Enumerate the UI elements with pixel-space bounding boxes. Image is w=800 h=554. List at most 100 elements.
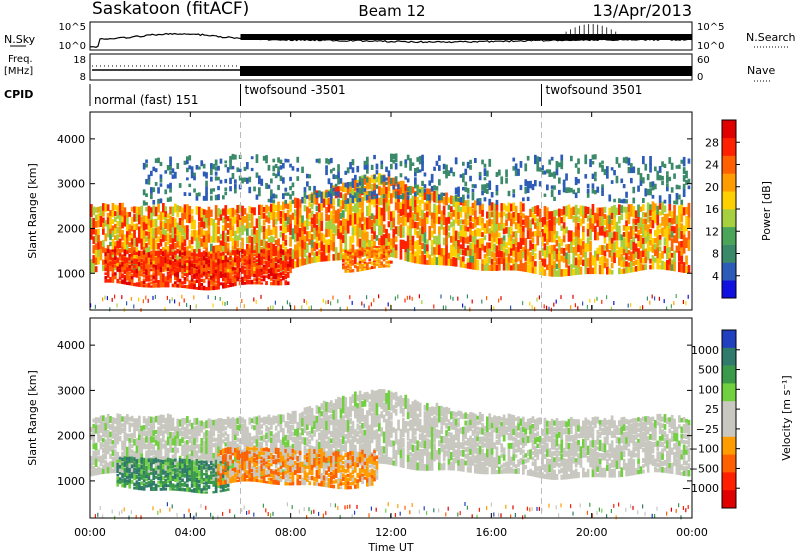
heatmap-cell <box>274 218 278 225</box>
heatmap-cell <box>222 448 225 454</box>
heatmap-cell <box>166 237 170 245</box>
heatmap-cell <box>236 240 240 248</box>
heatmap-cell <box>351 247 355 252</box>
heatmap-cell <box>574 192 578 199</box>
heatmap-cell <box>284 452 288 457</box>
heatmap-cell <box>253 245 256 254</box>
heatmap-cell <box>188 260 192 266</box>
heatmap-cell <box>111 420 115 428</box>
heatmap-cell <box>106 413 110 423</box>
heatmap-cell <box>142 200 146 206</box>
heatmap-cell <box>231 277 235 283</box>
heatmap-cell <box>116 260 120 271</box>
heatmap-cell <box>169 468 172 472</box>
heatmap-cell <box>272 236 276 243</box>
heatmap-cell <box>193 172 196 177</box>
heatmap-cell <box>152 436 156 443</box>
heatmap-cell <box>368 200 372 216</box>
heatmap-cell <box>363 175 367 185</box>
heatmap-cell <box>382 245 386 249</box>
heatmap-cell <box>147 264 151 270</box>
heatmap-cell <box>457 246 460 254</box>
heatmap-cell <box>344 182 348 188</box>
heatmap-cell <box>253 260 256 264</box>
heatmap-cell <box>284 473 288 479</box>
heatmap-cell <box>166 425 170 436</box>
heatmap-cell <box>586 188 590 194</box>
heatmap-cell <box>150 462 153 467</box>
heatmap-cell <box>330 239 333 251</box>
heatmap-cell <box>145 443 148 450</box>
heatmap-cell <box>308 174 312 179</box>
heatmap-cell <box>198 241 201 249</box>
heatmap-cell <box>320 411 324 417</box>
heatmap-cell <box>370 246 374 251</box>
heatmap-cell <box>282 448 285 456</box>
heatmap-cell <box>210 480 213 485</box>
heatmap-cell <box>282 428 285 438</box>
heatmap-cell <box>416 167 420 173</box>
heatmap-cell <box>195 275 199 280</box>
heatmap-cell <box>135 462 139 469</box>
heatmap-cell <box>498 212 501 218</box>
heatmap-cell <box>267 414 271 426</box>
heatmap-cell <box>217 433 220 440</box>
heatmap-cell <box>198 464 201 467</box>
heatmap-cell <box>423 221 427 233</box>
heatmap-cell <box>226 465 230 470</box>
heatmap-cell <box>222 283 225 289</box>
heatmap-cell <box>260 271 264 276</box>
heatmap-cell <box>248 457 252 461</box>
heatmap-cell <box>303 479 307 486</box>
heatmap-cell <box>313 189 316 195</box>
heatmap-cell <box>330 475 333 480</box>
heatmap-cell <box>524 261 528 272</box>
heatmap-cell <box>246 279 249 285</box>
heatmap-cell <box>354 192 357 199</box>
heatmap-cell <box>661 180 664 186</box>
heatmap-cell <box>454 205 458 215</box>
heatmap-cell <box>270 203 273 213</box>
heatmap-cell <box>373 199 376 208</box>
noise-cell <box>99 505 101 510</box>
heatmap-cell <box>430 186 434 192</box>
heatmap-cell <box>512 259 516 264</box>
heatmap-cell <box>294 410 297 418</box>
heatmap-cell <box>459 235 463 243</box>
heatmap-cell <box>495 172 499 177</box>
heatmap-cell <box>176 462 180 468</box>
heatmap-cell <box>582 231 585 241</box>
heatmap-cell <box>193 450 196 459</box>
heatmap-cell <box>138 261 141 267</box>
heatmap-cell <box>186 256 189 260</box>
heatmap-cell <box>320 430 324 436</box>
heatmap-cell <box>174 488 177 491</box>
heatmap-cell <box>135 452 139 461</box>
heatmap-cell <box>92 466 96 471</box>
heatmap-cell <box>272 272 276 280</box>
heatmap-cell <box>536 205 540 217</box>
heatmap-cell <box>186 250 189 256</box>
heatmap-cell <box>142 479 146 483</box>
heatmap-cell <box>231 425 235 436</box>
heatmap-cell <box>171 464 175 469</box>
heatmap-cell <box>325 213 328 222</box>
heatmap-cell <box>349 193 352 198</box>
heatmap-cell <box>282 459 285 468</box>
heatmap-cell <box>279 281 283 286</box>
heatmap-cell <box>543 216 547 225</box>
heatmap-cell <box>510 265 513 271</box>
heatmap-cell <box>438 155 441 161</box>
heatmap-cell <box>409 205 412 218</box>
heatmap-cell <box>524 186 528 194</box>
heatmap-cell <box>200 424 204 433</box>
heatmap-cell <box>186 285 189 289</box>
heatmap-cell <box>517 242 520 252</box>
heatmap-cell <box>390 177 393 184</box>
heatmap-cell <box>193 418 196 426</box>
heatmap-cell <box>152 486 156 491</box>
heatmap-cell <box>481 203 484 210</box>
heatmap-cell <box>342 248 345 253</box>
heatmap-cell <box>140 481 144 486</box>
noise-cell <box>121 509 123 514</box>
